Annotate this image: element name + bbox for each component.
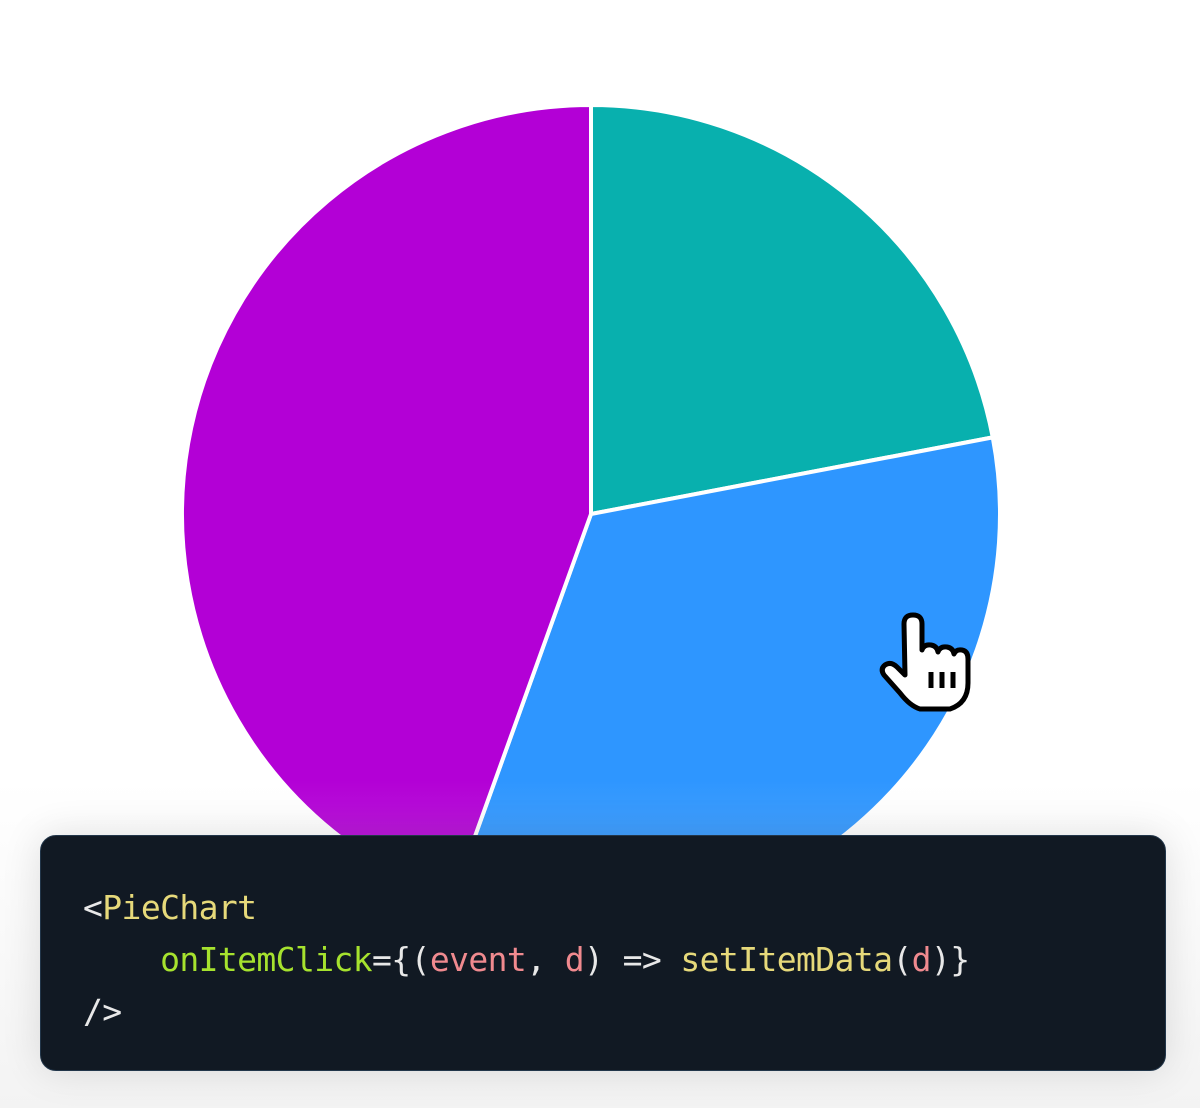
code-line-1: <PieChart	[83, 882, 1165, 934]
code-token: (	[410, 940, 431, 979]
code-param: event	[429, 940, 527, 979]
code-token: (	[892, 940, 912, 979]
hand-pointer-icon	[879, 612, 971, 712]
code-param: d	[911, 940, 932, 979]
code-prop: onItemClick	[160, 940, 373, 979]
code-token: )	[584, 940, 604, 979]
code-indent	[83, 940, 160, 979]
code-token: <	[83, 888, 103, 927]
code-token: )	[930, 940, 951, 979]
code-token: =>	[603, 940, 681, 979]
code-token: ={	[372, 940, 411, 979]
code-line-2: onItemClick={(event, d) => setItemData(d…	[83, 934, 1165, 986]
pie-slice-1[interactable]	[589, 103, 995, 516]
code-param: d	[564, 940, 585, 979]
code-token: }	[950, 940, 970, 979]
code-line-3: />	[83, 986, 1165, 1038]
code-component: PieChart	[102, 888, 257, 927]
code-snippet: <PieChart onItemClick={(event, d) => set…	[40, 835, 1166, 1071]
code-token: ,	[526, 940, 565, 979]
code-token: />	[83, 992, 122, 1031]
code-function: setItemData	[680, 940, 893, 979]
